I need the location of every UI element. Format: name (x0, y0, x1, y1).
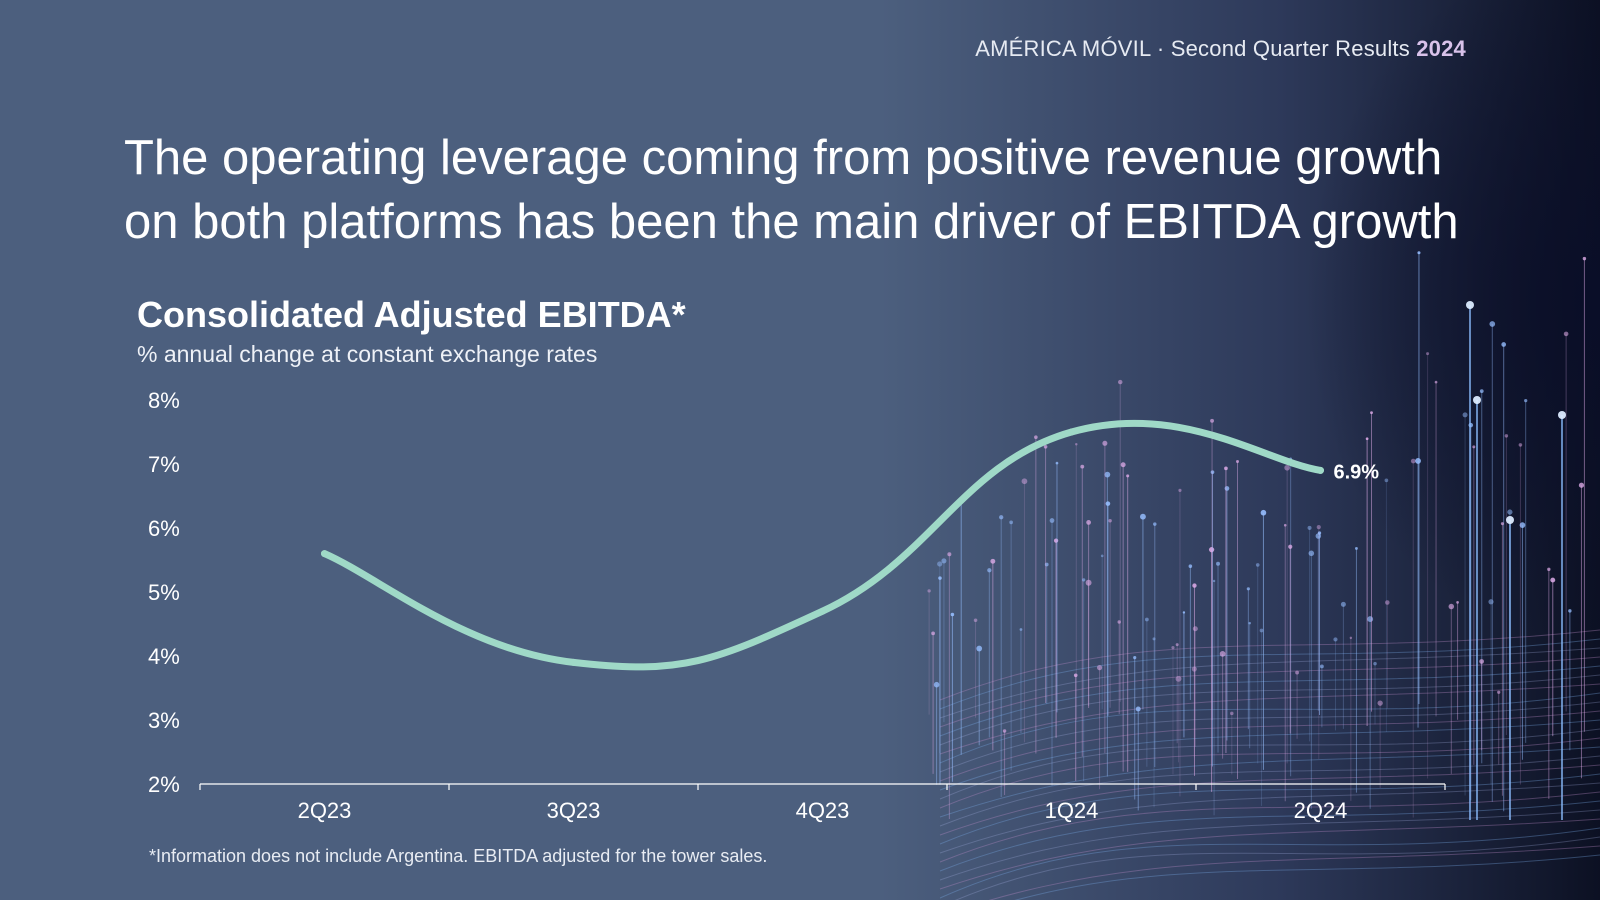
data-point (1068, 428, 1075, 436)
data-point (819, 607, 826, 615)
y-tick-label: 6% (148, 516, 180, 541)
footnote: *Information does not include Argentina.… (149, 846, 768, 866)
data-point (570, 658, 577, 666)
y-tick-label: 5% (148, 580, 180, 605)
y-tick-label: 8% (148, 388, 180, 413)
x-tick-label: 4Q23 (796, 798, 850, 823)
y-tick-label: 4% (148, 644, 180, 669)
report-year: 2024 (1416, 36, 1466, 61)
report-header: AMÉRICA MÓVIL · Second Quarter Results 2… (975, 36, 1466, 62)
chart-title: Consolidated Adjusted EBITDA* (137, 294, 686, 335)
data-label-2q24: 6.9% (1334, 461, 1380, 483)
ebitda-series-line (321, 419, 1324, 671)
y-tick-label: 2% (148, 772, 180, 797)
x-tick-label: 3Q23 (547, 798, 601, 823)
page-headline: The operating leverage coming from posit… (124, 131, 1459, 249)
data-point (1317, 466, 1324, 474)
data-point (321, 550, 328, 558)
y-tick-label: 3% (148, 708, 180, 733)
x-tick-label: 2Q24 (1294, 798, 1348, 823)
brand-name: AMÉRICA MÓVIL (975, 36, 1151, 61)
x-tick-label: 1Q24 (1045, 798, 1099, 823)
report-name: Second Quarter Results (1170, 36, 1410, 61)
y-tick-label: 7% (148, 452, 180, 477)
x-tick-label: 2Q23 (298, 798, 352, 823)
header-separator: · (1156, 36, 1165, 61)
chart-subtitle: % annual change at constant exchange rat… (137, 341, 598, 367)
